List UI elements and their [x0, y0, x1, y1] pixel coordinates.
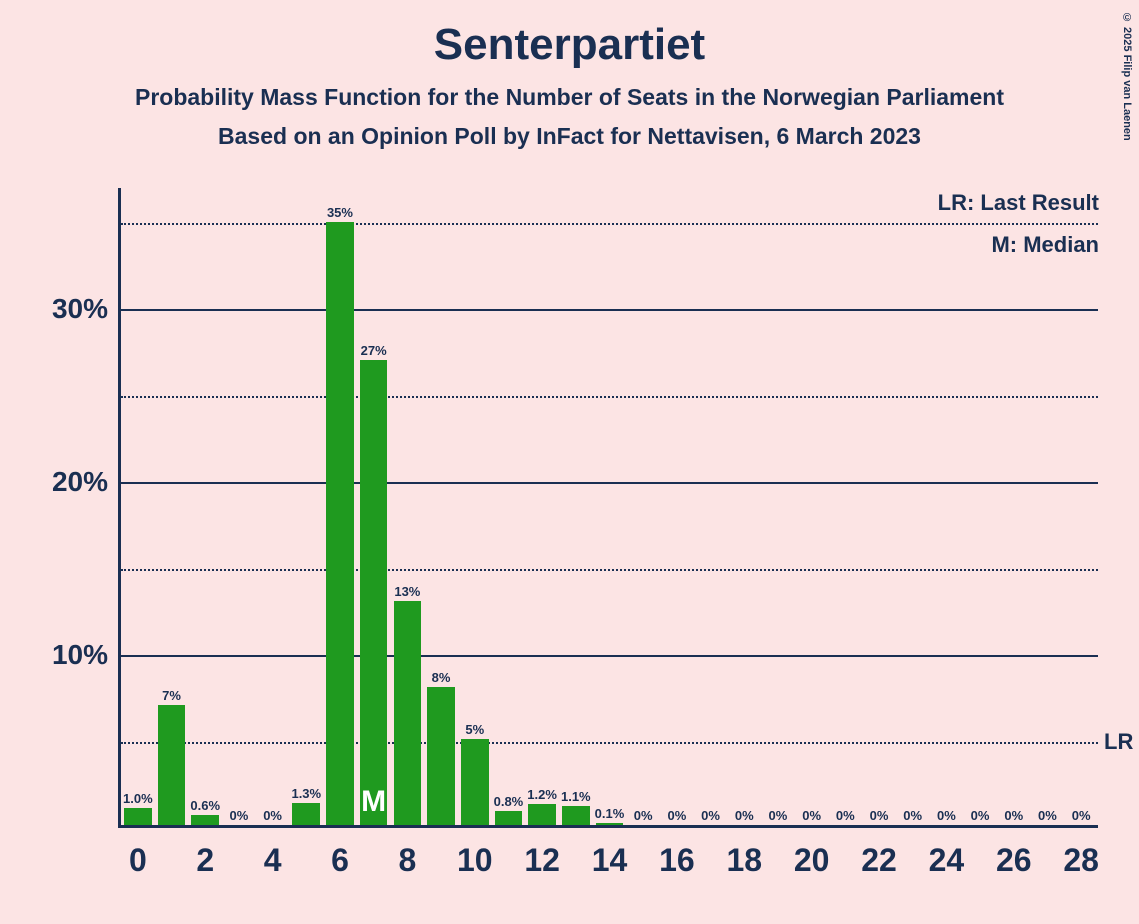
bar-value-label: 27%: [361, 343, 387, 358]
bar-value-label: 0%: [769, 808, 788, 823]
bar: 1.3%: [292, 803, 320, 825]
bar-value-label: 0%: [667, 808, 686, 823]
bar: 35%: [326, 222, 354, 825]
x-tick-label: 0: [129, 842, 147, 879]
bar-value-label: 0%: [701, 808, 720, 823]
grid-line-major: [121, 655, 1098, 657]
y-tick-label: 10%: [52, 639, 108, 671]
bar-value-label: 8%: [432, 670, 451, 685]
bar-value-label: 0%: [802, 808, 821, 823]
bar-value-label: 0.1%: [595, 806, 625, 821]
bar-value-label: 0%: [263, 808, 282, 823]
chart-plot-area: 10%20%30%LR1.0%7%0.6%0%0%1.3%35%27%M13%8…: [118, 188, 1098, 828]
grid-line-major: [121, 482, 1098, 484]
bar-value-label: 0%: [971, 808, 990, 823]
bar: 1.1%: [562, 806, 590, 825]
bar-value-label: 0%: [937, 808, 956, 823]
bar-value-label: 0%: [836, 808, 855, 823]
bar-value-label: 0%: [1004, 808, 1023, 823]
bar-value-label: 0%: [634, 808, 653, 823]
x-tick-label: 24: [929, 842, 965, 879]
bar: 0.1%: [596, 823, 624, 825]
x-tick-label: 20: [794, 842, 830, 879]
bar-value-label: 0%: [903, 808, 922, 823]
y-tick-label: 30%: [52, 293, 108, 325]
bar-value-label: 1.3%: [291, 786, 321, 801]
bar: 13%: [394, 601, 422, 825]
bar: 0.8%: [495, 811, 523, 825]
x-tick-label: 18: [726, 842, 762, 879]
bar-value-label: 0.6%: [190, 798, 220, 813]
x-axis: [118, 825, 1098, 828]
y-tick-label: 20%: [52, 466, 108, 498]
last-result-line: [121, 742, 1098, 744]
grid-line-minor: [121, 223, 1098, 225]
x-tick-label: 6: [331, 842, 349, 879]
last-result-label: LR: [1104, 729, 1133, 755]
bar-value-label: 7%: [162, 688, 181, 703]
x-tick-label: 2: [196, 842, 214, 879]
x-tick-label: 28: [1063, 842, 1099, 879]
copyright-text: © 2025 Filip van Laenen: [1121, 12, 1133, 141]
bar-value-label: 0%: [230, 808, 249, 823]
bar: 1.0%: [124, 808, 152, 825]
bar-value-label: 1.0%: [123, 791, 153, 806]
bar-value-label: 0%: [870, 808, 889, 823]
bar-value-label: 0%: [1072, 808, 1091, 823]
bar-value-label: 13%: [394, 584, 420, 599]
chart-title: Senterpartiet: [0, 0, 1139, 70]
y-axis: [118, 188, 121, 828]
bar: 1.2%: [528, 804, 556, 825]
bar: 5%: [461, 739, 489, 825]
x-tick-label: 12: [524, 842, 560, 879]
bar-value-label: 1.1%: [561, 789, 591, 804]
bar-value-label: 35%: [327, 205, 353, 220]
x-tick-label: 16: [659, 842, 695, 879]
x-tick-label: 26: [996, 842, 1032, 879]
bar: 0.6%: [191, 815, 219, 825]
bar-value-label: 5%: [465, 722, 484, 737]
grid-line-minor: [121, 569, 1098, 571]
grid-line-major: [121, 309, 1098, 311]
bar-value-label: 0%: [1038, 808, 1057, 823]
x-tick-label: 8: [398, 842, 416, 879]
bar-value-label: 0.8%: [494, 794, 524, 809]
chart-subtitle-2: Based on an Opinion Poll by InFact for N…: [0, 111, 1139, 150]
x-tick-label: 14: [592, 842, 628, 879]
bar: 7%: [158, 705, 186, 826]
x-tick-label: 22: [861, 842, 897, 879]
chart-subtitle: Probability Mass Function for the Number…: [0, 70, 1139, 111]
x-tick-label: 10: [457, 842, 493, 879]
median-mark: M: [361, 785, 386, 819]
grid-line-minor: [121, 396, 1098, 398]
bar: 27%M: [360, 360, 388, 825]
bar-value-label: 1.2%: [527, 787, 557, 802]
bar-value-label: 0%: [735, 808, 754, 823]
bar: 8%: [427, 687, 455, 825]
x-tick-label: 4: [264, 842, 282, 879]
